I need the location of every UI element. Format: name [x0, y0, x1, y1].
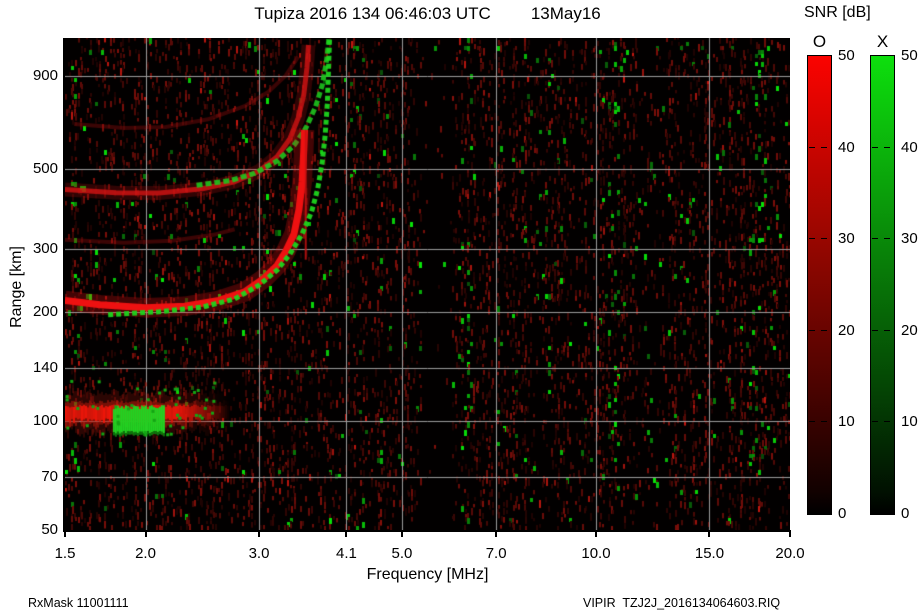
x-tick-label-5.0: 5.0	[391, 545, 413, 562]
y-tick-label-900: 900	[32, 67, 58, 85]
colorbar-O-dash2-30	[821, 238, 827, 240]
ionogram-canvas	[65, 38, 790, 530]
x-tick-mark-4.1	[345, 532, 348, 537]
colorbar-X-tick-10: 10	[901, 413, 918, 431]
plot-title: Tupiza 2016 134 06:46:03 UTC 13May16	[65, 4, 790, 24]
source-file-label: VIPIR TZJ2J_2016134064603.RIQ	[583, 596, 781, 610]
colorbar-x-mode	[870, 55, 895, 515]
colorbar-X-tick-30: 30	[901, 230, 918, 248]
y-tick-label-70: 70	[41, 468, 58, 486]
station-time-title: Tupiza 2016 134 06:46:03 UTC	[254, 4, 491, 23]
x-tick-mark-15.0	[708, 532, 711, 537]
x-tick-label-15.0: 15.0	[694, 545, 725, 562]
date-label: 13May16	[530, 4, 601, 23]
y-axis-line	[63, 38, 65, 532]
colorbar-X-dash-10	[872, 421, 878, 423]
x-tick-mark-10.0	[594, 532, 597, 537]
x-tick-mark-7.0	[495, 532, 498, 537]
o-mode-label: O	[812, 32, 827, 51]
colorbar-X-tick-0: 0	[901, 505, 910, 522]
x-axis-line	[63, 530, 791, 532]
colorbar-O-dash-40	[809, 146, 815, 148]
colorbar-O-dash-10	[809, 421, 815, 423]
x-mode-label: X	[876, 32, 889, 51]
y-tick-label-100: 100	[32, 412, 58, 430]
colorbar-X-dash2-10	[884, 421, 890, 423]
colorbar-O-tick-50: 50	[838, 47, 855, 64]
colorbar-O-dash-30	[809, 238, 815, 240]
colorbar-O-dash2-20	[821, 329, 827, 331]
x-tick-mark-20.0	[789, 532, 791, 537]
colorbar-X-tick-50: 50	[901, 47, 918, 64]
colorbar-X-dash-20	[872, 329, 878, 331]
colorbar-X-dash2-40	[884, 146, 890, 148]
y-tick-label-200: 200	[32, 303, 58, 321]
x-tick-mark-1.5	[64, 532, 66, 537]
x-tick-label-4.1: 4.1	[336, 545, 357, 562]
y-tick-label-300: 300	[32, 239, 58, 257]
x-tick-label-7.0: 7.0	[485, 545, 507, 562]
ionogram-plot-area	[65, 38, 790, 530]
y-tick-label-50: 50	[41, 521, 58, 538]
colorbar-O-tick-40: 40	[838, 138, 855, 156]
x-tick-label-1.5: 1.5	[54, 545, 76, 562]
colorbar-O-dash2-10	[821, 421, 827, 423]
x-tick-label-2.0: 2.0	[135, 545, 156, 562]
colorbar-X-dash2-20	[884, 329, 890, 331]
colorbar-O-dash-20	[809, 329, 815, 331]
colorbar-O-dash2-40	[821, 146, 827, 148]
x-tick-mark-3.0	[258, 532, 260, 537]
colorbar-O-tick-10: 10	[838, 413, 855, 431]
colorbar-o-mode	[807, 55, 832, 515]
colorbar-O-tick-20: 20	[838, 321, 855, 339]
x-tick-label-3.0: 3.0	[248, 545, 270, 562]
colorbar-X-dash-30	[872, 238, 878, 240]
colorbar-X-dash-40	[872, 146, 878, 148]
snr-legend-title: SNR [dB]	[804, 4, 871, 21]
colorbar-X-tick-40: 40	[901, 138, 918, 156]
x-axis-label: Frequency [MHz]	[366, 566, 489, 583]
x-tick-label-10.0: 10.0	[581, 545, 611, 562]
y-tick-label-140: 140	[32, 359, 58, 377]
x-tick-mark-5.0	[400, 532, 403, 537]
colorbar-X-tick-20: 20	[901, 321, 918, 339]
colorbar-X-dash2-30	[884, 238, 890, 240]
x-tick-mark-2.0	[144, 532, 147, 537]
y-tick-label-500: 500	[32, 159, 58, 177]
colorbar-O-tick-30: 30	[838, 230, 855, 248]
colorbar-O-tick-0: 0	[838, 505, 847, 522]
x-tick-label-20.0: 20.0	[775, 545, 805, 562]
rxmask-status: RxMask 11001111	[28, 596, 129, 610]
